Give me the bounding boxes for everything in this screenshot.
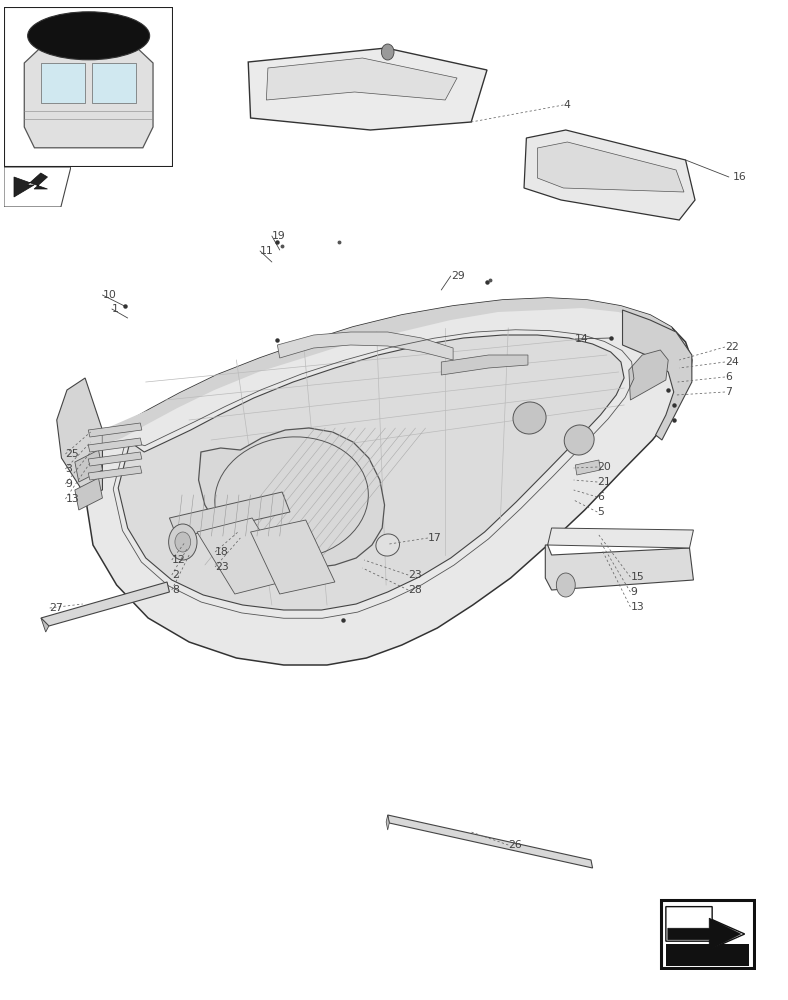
Text: 13: 13 [630, 602, 644, 612]
Polygon shape [441, 355, 528, 375]
Polygon shape [88, 466, 142, 480]
Polygon shape [537, 142, 684, 192]
Polygon shape [102, 298, 678, 445]
Polygon shape [388, 815, 593, 868]
Polygon shape [386, 815, 389, 830]
Polygon shape [199, 428, 385, 568]
Polygon shape [75, 478, 102, 510]
Text: 25: 25 [65, 449, 79, 459]
Polygon shape [118, 335, 624, 610]
Text: 23: 23 [408, 570, 422, 580]
Text: 20: 20 [597, 462, 611, 472]
Polygon shape [277, 332, 453, 360]
Ellipse shape [564, 425, 594, 455]
Polygon shape [57, 378, 102, 495]
Text: 29: 29 [451, 271, 464, 281]
Circle shape [175, 532, 191, 552]
Polygon shape [41, 618, 49, 632]
Polygon shape [197, 518, 290, 594]
Polygon shape [524, 130, 695, 220]
Text: 21: 21 [597, 477, 611, 487]
Polygon shape [266, 58, 457, 100]
Text: 5: 5 [597, 507, 604, 517]
Polygon shape [548, 528, 693, 548]
Circle shape [556, 573, 575, 597]
Polygon shape [629, 350, 668, 400]
Polygon shape [88, 423, 142, 437]
Ellipse shape [376, 534, 400, 556]
Text: 9: 9 [65, 479, 72, 489]
Polygon shape [75, 450, 102, 482]
Polygon shape [545, 545, 693, 590]
Text: 28: 28 [408, 585, 422, 595]
Text: 23: 23 [215, 562, 229, 572]
Polygon shape [88, 438, 142, 452]
Polygon shape [41, 582, 169, 626]
Text: 18: 18 [215, 547, 229, 557]
Text: 1: 1 [112, 304, 119, 314]
Text: 26: 26 [508, 840, 522, 850]
Text: 6: 6 [597, 492, 604, 502]
Text: 12: 12 [172, 555, 185, 565]
Text: 11: 11 [260, 246, 273, 256]
Text: 17: 17 [428, 533, 441, 543]
Text: 15: 15 [630, 572, 644, 582]
Text: 7: 7 [725, 387, 732, 397]
Text: 22: 22 [725, 342, 738, 352]
Polygon shape [251, 520, 335, 594]
Circle shape [381, 44, 394, 60]
Text: 6: 6 [725, 372, 732, 382]
Text: 13: 13 [65, 494, 79, 504]
Text: 4: 4 [563, 100, 571, 110]
Text: 14: 14 [575, 334, 589, 344]
Text: 2: 2 [172, 570, 179, 580]
Text: 3: 3 [65, 464, 72, 474]
Text: 9: 9 [630, 587, 637, 597]
Polygon shape [248, 48, 487, 130]
Text: 27: 27 [50, 603, 63, 613]
Ellipse shape [513, 402, 546, 434]
Text: 8: 8 [172, 585, 179, 595]
Text: 24: 24 [725, 357, 738, 367]
Polygon shape [85, 298, 692, 665]
Polygon shape [575, 460, 600, 475]
Text: 16: 16 [733, 172, 746, 182]
Text: 10: 10 [102, 290, 117, 300]
Text: 19: 19 [272, 231, 285, 241]
Polygon shape [169, 492, 290, 538]
Polygon shape [88, 452, 142, 466]
Polygon shape [623, 310, 692, 440]
Circle shape [169, 524, 197, 560]
